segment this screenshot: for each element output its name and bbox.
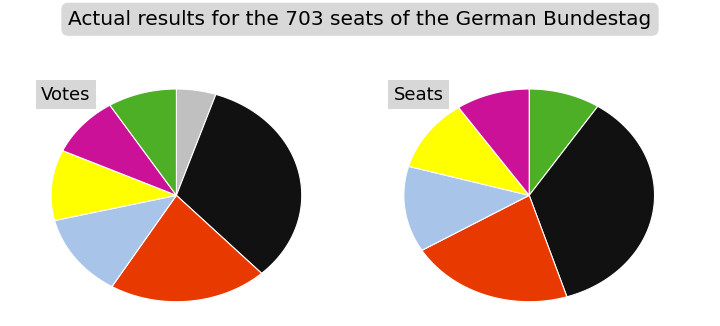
Polygon shape [55,195,176,287]
Text: Actual results for the 703 seats of the German Bundestag: Actual results for the 703 seats of the … [68,10,652,29]
Polygon shape [529,106,654,297]
Polygon shape [176,89,216,195]
Polygon shape [422,195,567,302]
Polygon shape [63,105,176,195]
Polygon shape [459,89,529,195]
Polygon shape [110,89,176,195]
Text: Seats: Seats [394,86,444,104]
Text: Votes: Votes [41,86,91,104]
Polygon shape [529,89,598,195]
Polygon shape [112,195,261,302]
Polygon shape [51,151,176,220]
Polygon shape [176,95,302,273]
Polygon shape [409,108,529,195]
Polygon shape [404,166,529,250]
